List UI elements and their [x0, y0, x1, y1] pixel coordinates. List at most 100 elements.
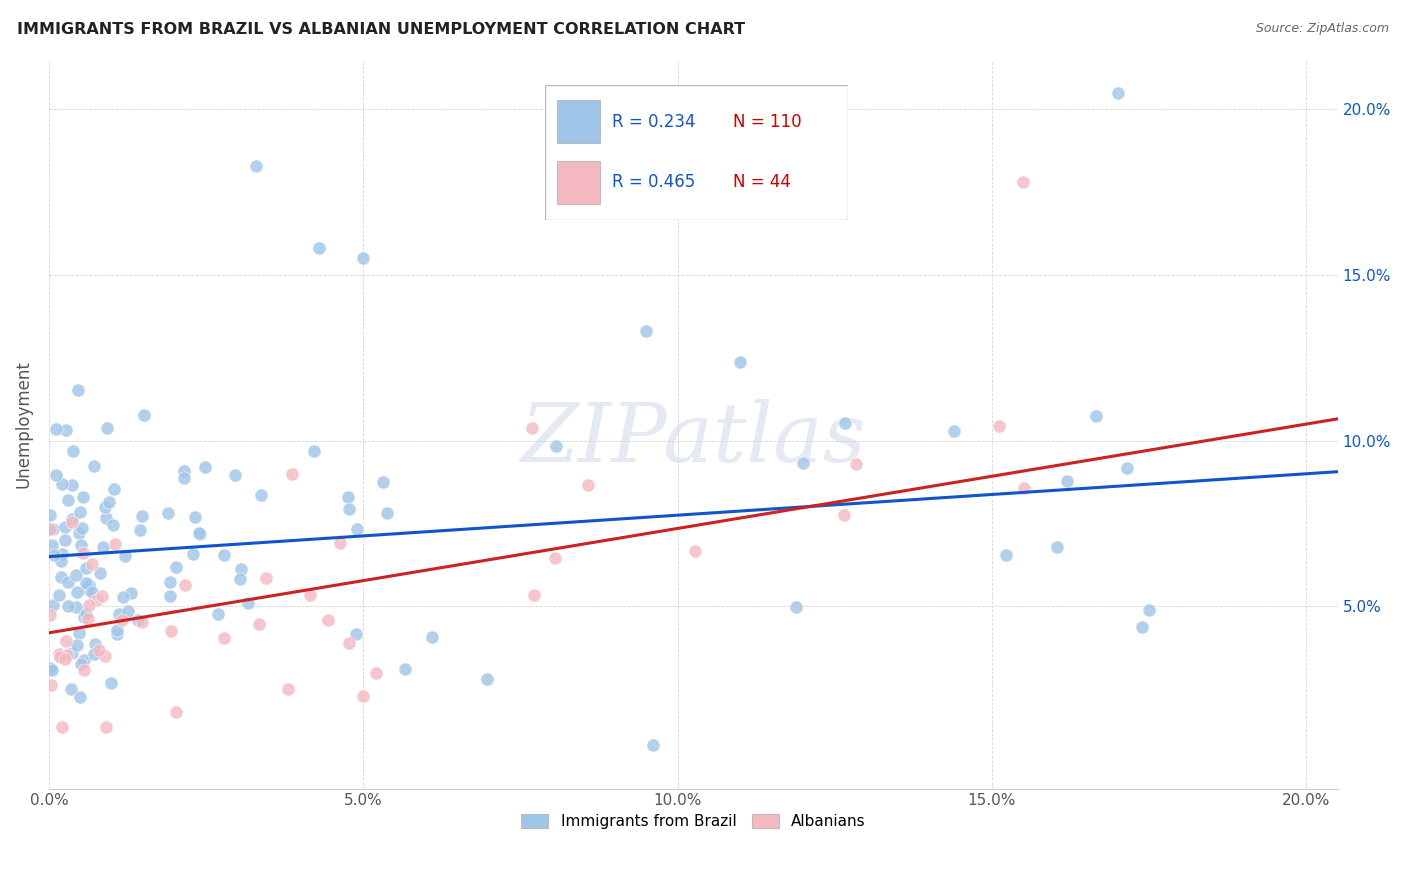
Point	[987, 419, 1010, 434]
Point	[56, 599, 79, 614]
Point	[159, 624, 181, 638]
Point	[683, 544, 706, 558]
Point	[73, 652, 96, 666]
Point	[72, 546, 94, 560]
Point	[55, 648, 77, 662]
Point	[523, 588, 546, 602]
Point	[107, 607, 129, 621]
Point	[94, 649, 117, 664]
Point	[72, 491, 94, 505]
Point	[83, 647, 105, 661]
Point	[641, 739, 664, 753]
Point	[39, 508, 62, 523]
Point	[129, 523, 152, 537]
Point	[229, 562, 252, 576]
Point	[67, 525, 90, 540]
Point	[56, 493, 79, 508]
Point	[1012, 481, 1035, 495]
Text: ZIPatlas: ZIPatlas	[520, 399, 866, 479]
Point	[792, 456, 814, 470]
Point	[69, 505, 91, 519]
Point	[131, 615, 153, 630]
Point	[103, 482, 125, 496]
Point	[576, 478, 599, 492]
Point	[337, 635, 360, 649]
Point	[65, 568, 87, 582]
Point	[352, 689, 374, 703]
Point	[56, 574, 79, 589]
Point	[39, 608, 62, 623]
Point	[159, 575, 181, 590]
Point	[165, 706, 187, 720]
Point	[60, 478, 83, 492]
Point	[96, 421, 118, 435]
Point	[76, 612, 98, 626]
Point	[127, 613, 149, 627]
Point	[188, 526, 211, 541]
Point	[86, 592, 108, 607]
Point	[67, 626, 90, 640]
Point	[73, 663, 96, 677]
Point	[544, 439, 567, 453]
Point	[247, 616, 270, 631]
Point	[60, 516, 83, 530]
Point	[70, 657, 93, 671]
Point	[120, 586, 142, 600]
Point	[111, 613, 134, 627]
Point	[254, 571, 277, 585]
Point	[87, 643, 110, 657]
Point	[42, 599, 65, 613]
Point	[1130, 620, 1153, 634]
Point	[93, 500, 115, 514]
Point	[96, 510, 118, 524]
Point	[51, 477, 73, 491]
Point	[157, 506, 180, 520]
Point	[103, 537, 125, 551]
Point	[1046, 541, 1069, 555]
Point	[53, 533, 76, 548]
Point	[51, 547, 73, 561]
Point	[53, 520, 76, 534]
Point	[250, 488, 273, 502]
Y-axis label: Unemployment: Unemployment	[15, 360, 32, 488]
Point	[422, 631, 444, 645]
Point	[55, 423, 77, 437]
Point	[65, 599, 87, 614]
Point	[70, 521, 93, 535]
Point	[214, 631, 236, 645]
Point	[105, 624, 128, 638]
Point	[89, 566, 111, 581]
Point	[48, 588, 70, 602]
Point	[75, 575, 97, 590]
Point	[105, 627, 128, 641]
Point	[39, 661, 62, 675]
Point	[173, 464, 195, 478]
Point	[475, 672, 498, 686]
Point	[308, 242, 330, 256]
Point	[302, 444, 325, 458]
Point	[73, 610, 96, 624]
Point	[364, 665, 387, 680]
Point	[344, 626, 367, 640]
Point	[49, 570, 72, 584]
Point	[76, 582, 98, 596]
Point	[636, 324, 658, 338]
Point	[132, 408, 155, 422]
Point	[80, 585, 103, 599]
Point	[101, 518, 124, 533]
Point	[77, 578, 100, 592]
Point	[84, 637, 107, 651]
Point	[1137, 603, 1160, 617]
Point	[75, 607, 97, 622]
Point	[785, 600, 807, 615]
Point	[90, 589, 112, 603]
Point	[66, 383, 89, 397]
Point	[51, 720, 73, 734]
Point	[329, 536, 352, 550]
Point	[1056, 475, 1078, 489]
Point	[212, 548, 235, 562]
Point	[97, 495, 120, 509]
Point	[277, 682, 299, 697]
Point	[299, 588, 322, 602]
Point	[59, 681, 82, 696]
